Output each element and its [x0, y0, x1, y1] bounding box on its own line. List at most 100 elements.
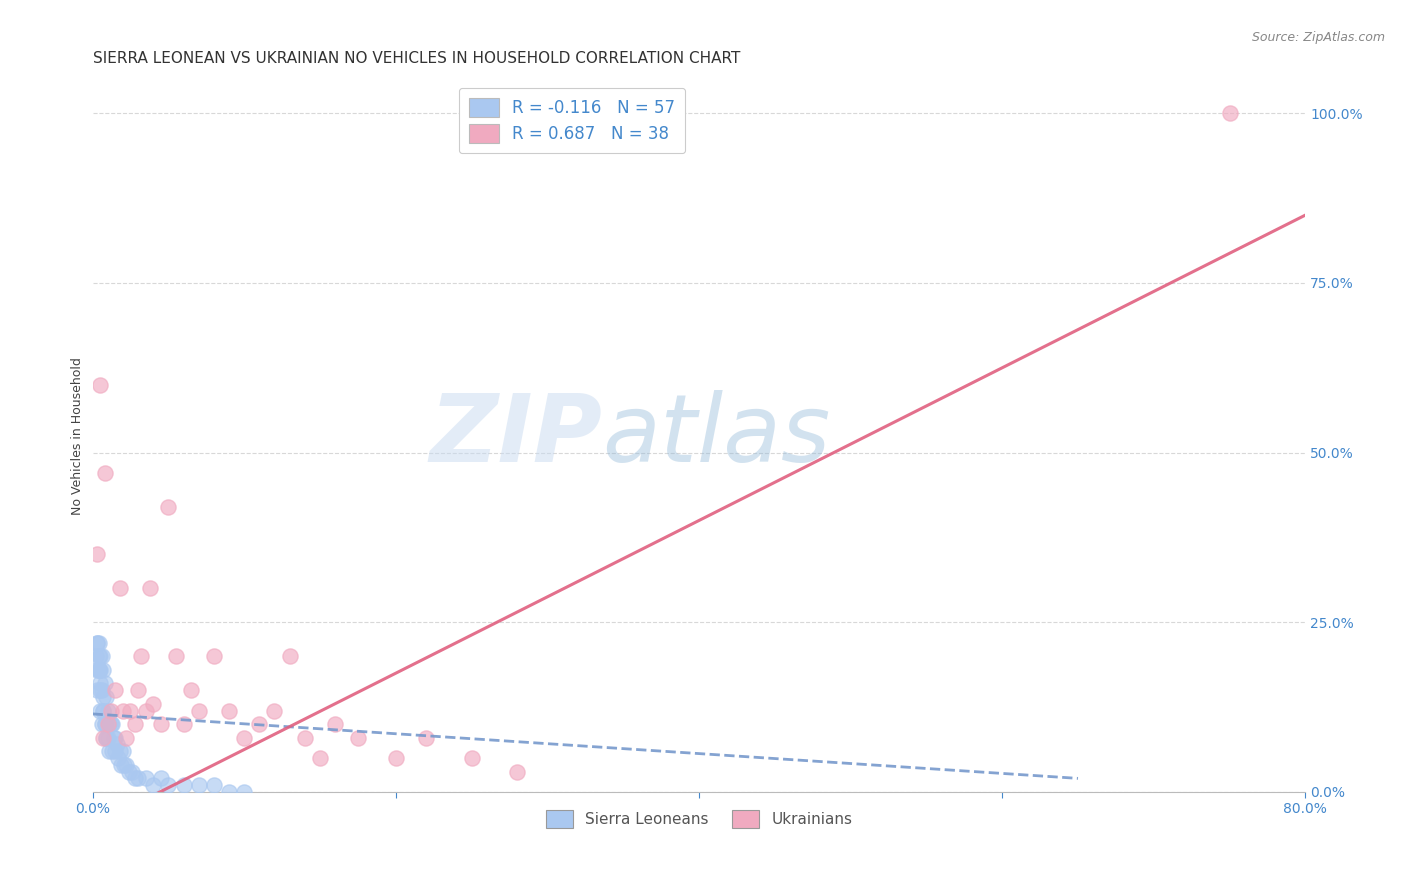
Point [415, 731, 437, 745]
Point [347, 731, 370, 745]
Point [89, 676, 111, 690]
Point [247, 717, 270, 731]
Point [118, 764, 141, 779]
Point [93, 466, 115, 480]
Point [87, 663, 110, 677]
Point [110, 757, 132, 772]
Point [86, 635, 108, 649]
Text: Source: ZipAtlas.com: Source: ZipAtlas.com [1251, 31, 1385, 45]
Text: SIERRA LEONEAN VS UKRAINIAN NO VEHICLES IN HOUSEHOLD CORRELATION CHART: SIERRA LEONEAN VS UKRAINIAN NO VEHICLES … [93, 51, 740, 66]
Point [121, 764, 143, 779]
Point [187, 778, 209, 792]
Point [89, 704, 111, 718]
Point [108, 744, 131, 758]
Point [91, 704, 114, 718]
Point [91, 704, 114, 718]
Point [105, 738, 128, 752]
Point [89, 649, 111, 664]
Point [89, 683, 111, 698]
Point [218, 785, 240, 799]
Point [129, 649, 152, 664]
Point [98, 717, 121, 731]
Point [263, 704, 285, 718]
Point [157, 500, 180, 514]
Point [115, 731, 138, 745]
Point [124, 772, 146, 786]
Point [93, 717, 115, 731]
Point [384, 751, 406, 765]
Point [103, 731, 125, 745]
Point [96, 731, 118, 745]
Legend: Sierra Leoneans, Ukrainians: Sierra Leoneans, Ukrainians [540, 805, 859, 834]
Point [93, 717, 115, 731]
Text: atlas: atlas [602, 390, 830, 481]
Point [86, 548, 108, 562]
Point [165, 649, 187, 664]
Point [87, 635, 110, 649]
Point [90, 717, 112, 731]
Point [187, 704, 209, 718]
Point [84, 649, 107, 664]
Point [233, 785, 256, 799]
Point [111, 704, 134, 718]
Y-axis label: No Vehicles in Household: No Vehicles in Household [72, 357, 84, 515]
Point [111, 744, 134, 758]
Point [90, 649, 112, 664]
Point [142, 778, 165, 792]
Point [93, 676, 115, 690]
Point [278, 649, 301, 664]
Point [149, 717, 172, 731]
Point [86, 635, 108, 649]
Point [142, 697, 165, 711]
Point [101, 717, 124, 731]
Point [202, 649, 225, 664]
Point [127, 772, 149, 786]
Point [135, 704, 157, 718]
Point [87, 649, 110, 664]
Point [97, 704, 120, 718]
Point [149, 772, 172, 786]
Point [96, 731, 118, 745]
Point [97, 731, 120, 745]
Point [97, 717, 120, 731]
Point [202, 778, 225, 792]
Point [107, 751, 129, 765]
Point [127, 683, 149, 698]
Point [100, 704, 122, 718]
Point [108, 582, 131, 596]
Point [139, 582, 162, 596]
Point [112, 757, 135, 772]
Text: ZIP: ZIP [429, 390, 602, 482]
Point [180, 683, 202, 698]
Point [101, 744, 124, 758]
Point [218, 704, 240, 718]
Point [124, 717, 146, 731]
Point [294, 731, 316, 745]
Point [1219, 106, 1241, 120]
Point [98, 744, 121, 758]
Point [135, 772, 157, 786]
Point [89, 377, 111, 392]
Point [91, 690, 114, 704]
Point [323, 717, 346, 731]
Point [91, 731, 114, 745]
Point [86, 663, 108, 677]
Point [96, 690, 118, 704]
Point [91, 663, 114, 677]
Point [89, 663, 111, 677]
Point [506, 764, 529, 779]
Point [86, 683, 108, 698]
Point [120, 704, 142, 718]
Point [173, 778, 195, 792]
Point [100, 717, 122, 731]
Point [233, 731, 256, 745]
Point [104, 744, 127, 758]
Point [90, 683, 112, 698]
Point [115, 757, 138, 772]
Point [173, 717, 195, 731]
Point [460, 751, 482, 765]
Point [309, 751, 332, 765]
Point [157, 778, 180, 792]
Point [104, 683, 127, 698]
Point [104, 731, 127, 745]
